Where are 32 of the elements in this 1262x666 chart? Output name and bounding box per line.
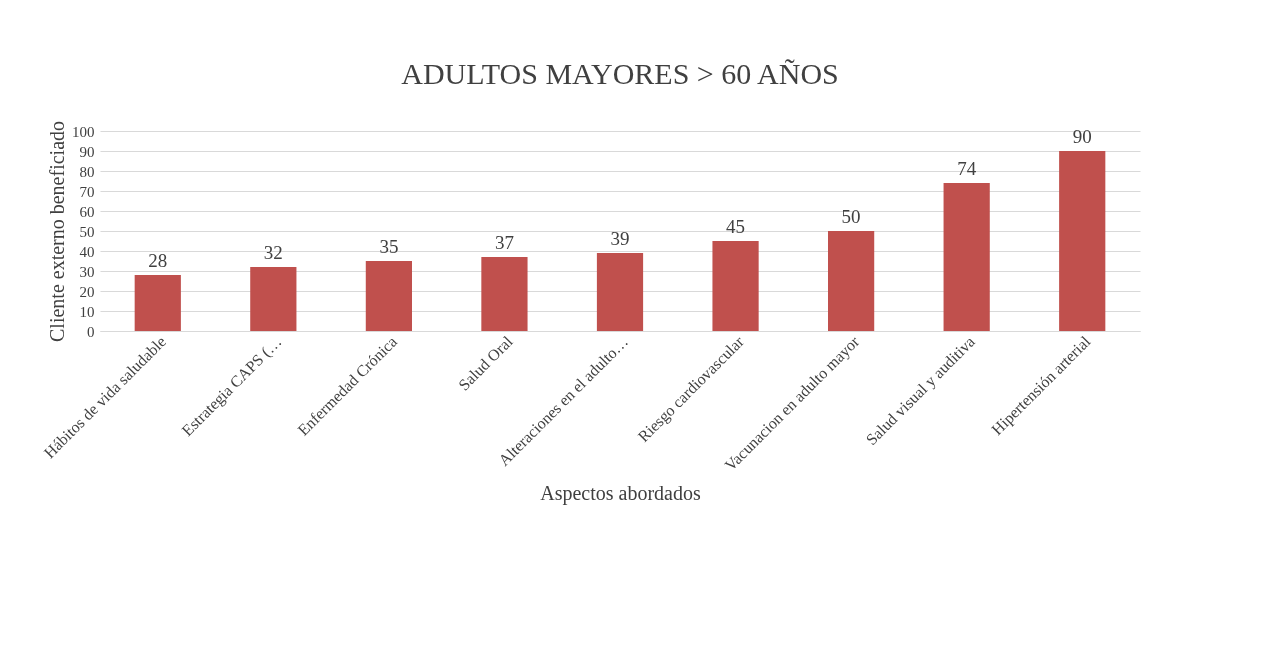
bar	[828, 231, 875, 331]
data-label: 74	[957, 158, 977, 179]
y-tick-label: 80	[79, 163, 95, 180]
y-axis-title: Cliente externo beneficiado	[46, 120, 68, 343]
data-label: 39	[610, 228, 630, 249]
data-label: 35	[379, 236, 399, 257]
data-label: 37	[494, 232, 514, 253]
bar	[1059, 151, 1106, 331]
x-axis-title: Aspectos abordados	[540, 481, 701, 505]
y-tick-label: 50	[79, 223, 95, 240]
chart-title: ADULTOS MAYORES > 60 AÑOS	[401, 57, 839, 91]
bar	[596, 253, 644, 331]
data-label: 50	[841, 206, 861, 227]
y-tick-label: 10	[79, 303, 95, 320]
y-tick-label: 20	[79, 283, 95, 300]
bar	[365, 261, 412, 331]
bar	[712, 241, 759, 331]
y-tick-label: 90	[79, 143, 95, 160]
data-label: 90	[1072, 126, 1092, 147]
bar	[943, 183, 990, 331]
y-tick-label: 30	[79, 263, 95, 280]
y-tick-label: 70	[79, 183, 95, 200]
data-label: 32	[263, 242, 283, 263]
bar	[250, 267, 297, 331]
data-label: 28	[148, 250, 168, 271]
y-tick-label: 60	[79, 203, 95, 220]
y-tick-label: 100	[72, 123, 95, 140]
bar	[134, 275, 181, 331]
bar	[481, 257, 528, 331]
y-tick-label: 0	[87, 323, 95, 340]
data-label: 45	[726, 216, 746, 237]
y-tick-label: 40	[79, 243, 95, 260]
